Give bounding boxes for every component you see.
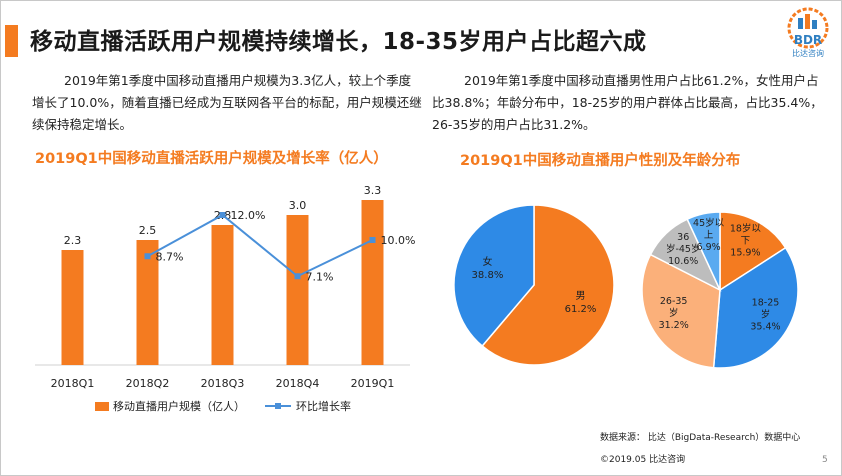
pie-slice-label: 45岁以 [693, 217, 725, 229]
pie-slice-label: 下 [741, 235, 751, 246]
pie-slice-label: 男 [576, 290, 586, 302]
copyright: ©2019.05 比达咨询 [600, 455, 686, 465]
pie-slice-value: 10.6% [668, 256, 698, 267]
page-title: 移动直播活跃用户规模持续增长，18-35岁用户占比超六成 [30, 29, 647, 55]
pie-slice-value: 61.2% [565, 304, 597, 315]
legend-label-line: 环比增长率 [296, 399, 351, 413]
legend-swatch-line-marker [275, 403, 281, 409]
pie-slice [686, 211, 721, 291]
growth-value-label: 10.0% [381, 234, 416, 247]
pie-slice [481, 204, 615, 366]
x-tick-label: 2018Q4 [276, 377, 320, 390]
logo-text: BDR [793, 33, 823, 47]
growth-line [147, 213, 373, 278]
growth-value-label: 7.1% [306, 270, 334, 283]
x-tick-label: 2018Q1 [51, 377, 95, 390]
pie-slice [719, 211, 787, 292]
page-number: 5 [822, 455, 828, 465]
pie-charts: 男61.2%女38.8%18岁以下15.9%18-25岁35.4%26-35岁3… [453, 204, 799, 369]
bar-line-chart: 2.32018Q12.52018Q22.82018Q33.02018Q43.32… [35, 184, 416, 413]
summary-paragraph-left: 2019年第1季度中国移动直播用户规模为3.3亿人，较上个季度增长了10.0%，… [32, 73, 422, 132]
pie-slice-value: 31.2% [659, 320, 689, 331]
bar [286, 215, 309, 365]
logo-subtext: 比达咨询 [792, 49, 824, 58]
x-tick-label: 2019Q1 [351, 377, 395, 390]
bar [61, 250, 84, 365]
pie-slice-value: 35.4% [750, 321, 780, 332]
pie-slice-label: 18岁以 [730, 222, 762, 234]
pie-slice-value: 38.8% [472, 270, 504, 281]
legend-label-bar: 移动直播用户规模（亿人） [113, 399, 245, 413]
pie-slice-value: 15.9% [730, 247, 760, 258]
pie-slice-label: 女 [482, 255, 492, 268]
legend-swatch-bar [95, 402, 109, 411]
growth-point [144, 253, 151, 260]
bar [361, 200, 384, 365]
pie-slice-label: 26-35 [660, 296, 688, 307]
title-accent-bar [5, 25, 18, 57]
pie-slice-label: 岁 [669, 307, 679, 319]
x-tick-label: 2018Q2 [126, 377, 170, 390]
pie-slice-value: 6.9% [697, 242, 721, 253]
pie-slice-label: 岁 [761, 308, 771, 320]
pie-chart-title: 2019Q1中国移动直播用户性别及年龄分布 [460, 153, 741, 169]
pie-slice [641, 253, 721, 369]
bar-value-label: 2.5 [139, 224, 157, 237]
growth-point [219, 212, 226, 218]
growth-point [369, 237, 376, 243]
pie-slice [712, 246, 799, 369]
data-source: 数据来源： 比达（BigData-Research）数据中心 [600, 433, 801, 443]
growth-value-label: 12.0% [231, 209, 266, 222]
bar [136, 240, 159, 365]
bar-value-label: 3.3 [364, 184, 382, 197]
pie-slice-label: 岁-45岁 [666, 243, 701, 255]
pie-slice-label: 36 [677, 232, 689, 243]
bdr-logo: BDR 比达咨询 [779, 6, 837, 64]
bar-chart-title: 2019Q1中国移动直播活跃用户规模及增长率（亿人） [35, 151, 388, 167]
growth-value-label: 8.7% [156, 250, 184, 263]
growth-point [294, 273, 301, 280]
bar [211, 225, 234, 365]
pie-slice [453, 204, 535, 348]
pie-slice-label: 上 [704, 230, 714, 241]
summary-paragraph-right: 2019年第1季度中国移动直播男性用户占比61.2%，女性用户占比38.8%；年… [432, 73, 823, 132]
x-tick-label: 2018Q3 [201, 377, 245, 390]
pie-slice-label: 18-25 [752, 297, 780, 308]
bar-value-label: 3.0 [289, 199, 307, 212]
bar-value-label: 2.3 [64, 234, 82, 247]
logo-icon [787, 7, 829, 49]
